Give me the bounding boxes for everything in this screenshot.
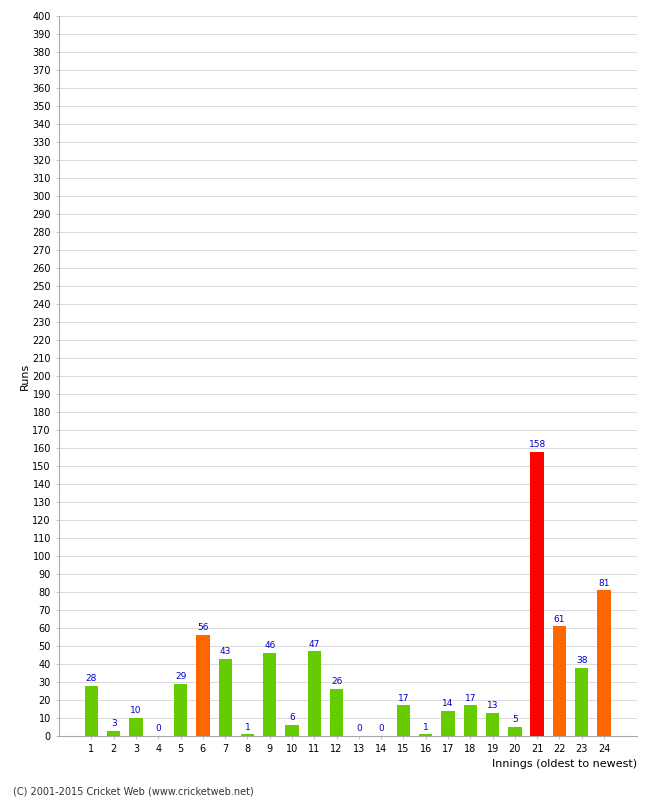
Text: 5: 5 <box>512 715 518 724</box>
Text: 10: 10 <box>130 706 142 715</box>
Text: 61: 61 <box>554 614 566 623</box>
Text: 6: 6 <box>289 714 295 722</box>
Bar <box>552 626 566 736</box>
Text: 46: 46 <box>264 642 276 650</box>
Bar <box>218 658 232 736</box>
Text: 1: 1 <box>244 722 250 731</box>
Bar <box>330 690 343 736</box>
Bar <box>107 730 120 736</box>
X-axis label: Innings (oldest to newest): Innings (oldest to newest) <box>492 759 637 769</box>
Text: 26: 26 <box>331 678 343 686</box>
Bar <box>285 726 299 736</box>
Bar <box>263 653 276 736</box>
Text: 3: 3 <box>111 719 116 728</box>
Bar <box>174 684 187 736</box>
Text: 0: 0 <box>155 724 161 734</box>
Text: (C) 2001-2015 Cricket Web (www.cricketweb.net): (C) 2001-2015 Cricket Web (www.cricketwe… <box>13 786 254 796</box>
Text: 0: 0 <box>356 724 362 734</box>
Bar <box>129 718 143 736</box>
Bar <box>419 734 432 736</box>
Text: 17: 17 <box>398 694 410 702</box>
Text: 81: 81 <box>598 578 610 587</box>
Text: 13: 13 <box>487 701 499 710</box>
Text: 28: 28 <box>86 674 97 683</box>
Text: 17: 17 <box>465 694 476 702</box>
Text: 47: 47 <box>309 640 320 649</box>
Text: 29: 29 <box>175 672 187 681</box>
Bar <box>396 706 410 736</box>
Bar <box>307 651 321 736</box>
Bar <box>530 451 544 736</box>
Bar <box>486 713 499 736</box>
Bar <box>196 635 209 736</box>
Bar <box>575 667 588 736</box>
Text: 0: 0 <box>378 724 384 734</box>
Text: 38: 38 <box>576 656 588 665</box>
Bar <box>240 734 254 736</box>
Text: 14: 14 <box>443 699 454 708</box>
Bar <box>84 686 98 736</box>
Bar <box>463 706 477 736</box>
Text: 1: 1 <box>423 722 428 731</box>
Bar <box>597 590 611 736</box>
Bar <box>441 711 455 736</box>
Text: 158: 158 <box>528 440 546 449</box>
Bar <box>508 727 521 736</box>
Text: 56: 56 <box>197 623 209 633</box>
Y-axis label: Runs: Runs <box>20 362 29 390</box>
Text: 43: 43 <box>220 647 231 656</box>
